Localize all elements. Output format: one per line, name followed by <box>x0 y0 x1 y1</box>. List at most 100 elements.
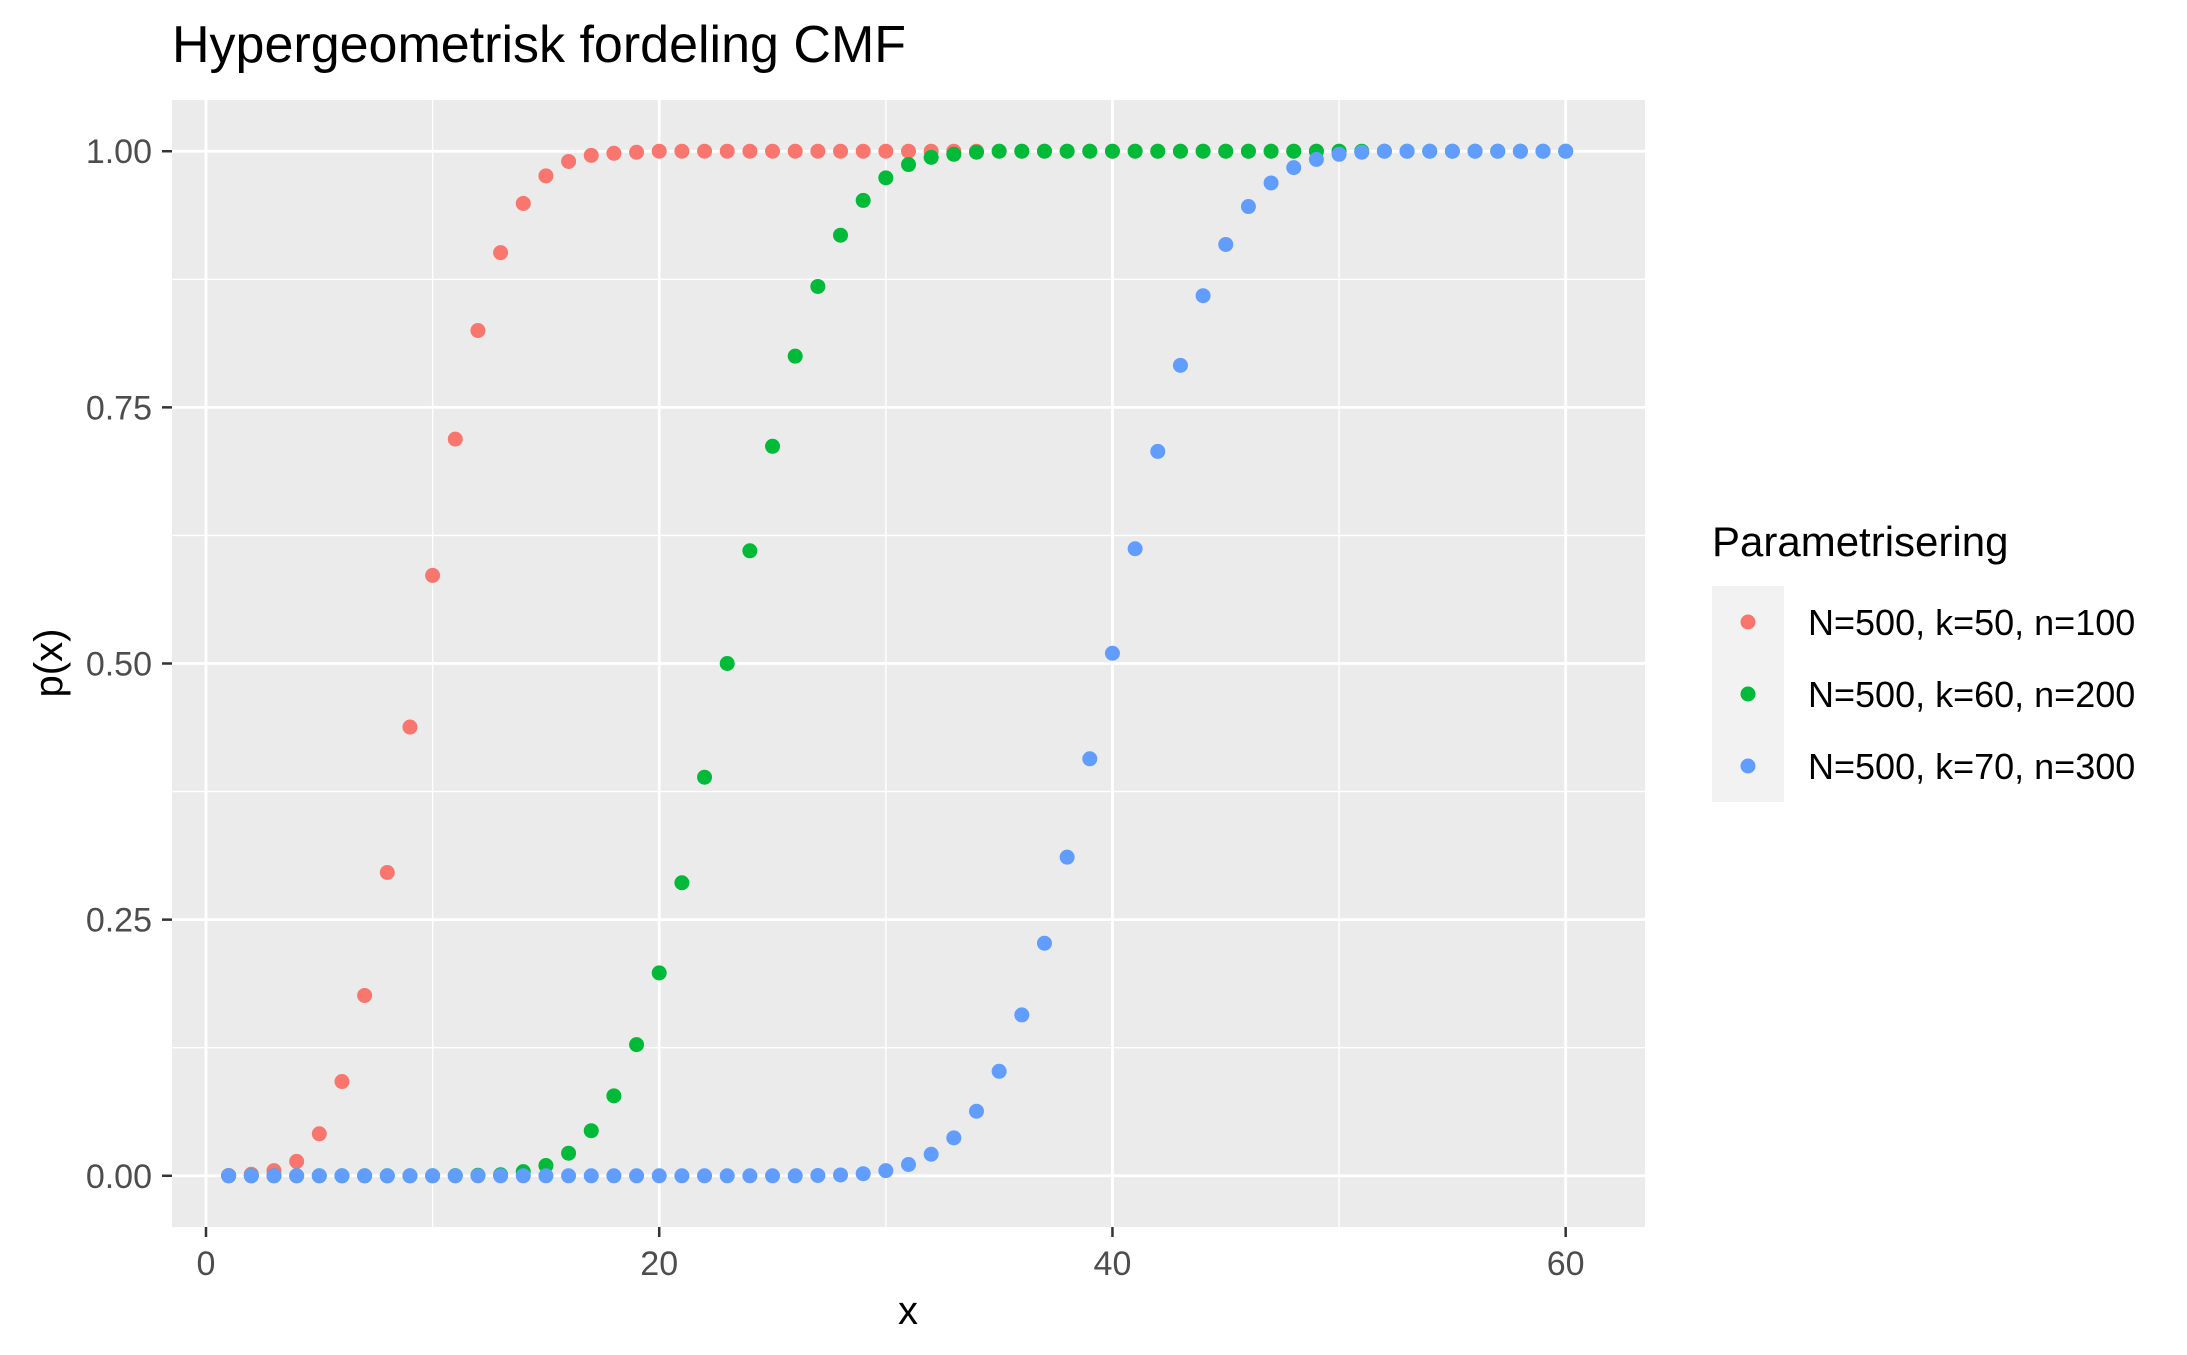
legend-label: N=500, k=50, n=100 <box>1808 602 2135 643</box>
y-tick-label: 0.25 <box>86 902 152 940</box>
data-point <box>221 1168 237 1184</box>
legend-title: Parametrisering <box>1712 518 2008 565</box>
data-point <box>425 567 441 583</box>
data-point <box>855 143 871 159</box>
data-point <box>674 143 690 159</box>
data-point <box>379 865 395 881</box>
data-point <box>470 323 486 339</box>
data-point <box>561 153 577 169</box>
x-axis-label: x <box>898 1289 918 1333</box>
data-point <box>515 1168 531 1184</box>
data-point <box>1195 143 1211 159</box>
legend-items: N=500, k=50, n=100 N=500, k=60, n=200 N=50… <box>1740 602 2135 787</box>
data-point <box>810 143 826 159</box>
data-point <box>1127 541 1143 557</box>
data-point <box>515 195 531 211</box>
data-point <box>402 719 418 735</box>
data-point <box>561 1145 577 1161</box>
data-point <box>810 1167 826 1183</box>
data-point <box>1399 143 1415 159</box>
data-point <box>357 987 373 1003</box>
data-point <box>1104 143 1120 159</box>
y-tick-label: 1.00 <box>86 133 152 171</box>
data-point <box>1263 143 1279 159</box>
data-point <box>243 1168 259 1184</box>
data-point <box>1127 143 1143 159</box>
data-point <box>493 245 509 261</box>
data-point <box>697 1168 713 1184</box>
data-point <box>651 143 667 159</box>
data-point <box>697 769 713 785</box>
data-point <box>787 1168 803 1184</box>
data-point <box>1150 143 1166 159</box>
data-point <box>833 143 849 159</box>
data-point <box>674 1168 690 1184</box>
data-point <box>629 1037 645 1053</box>
data-point <box>787 348 803 364</box>
legend-key <box>1740 758 1756 774</box>
data-point <box>1308 151 1324 167</box>
data-point <box>697 143 713 159</box>
data-point <box>1240 143 1256 159</box>
data-point <box>1082 751 1098 767</box>
data-point <box>470 1168 486 1184</box>
y-tick-label: 0.50 <box>86 646 152 684</box>
data-point <box>1218 143 1234 159</box>
data-point <box>1036 143 1052 159</box>
data-point <box>1218 236 1234 252</box>
data-point <box>719 1168 735 1184</box>
data-point <box>765 1168 781 1184</box>
data-point <box>357 1168 373 1184</box>
data-point <box>1512 143 1528 159</box>
data-point <box>334 1074 350 1090</box>
data-point <box>1059 849 1075 865</box>
series-3-points <box>221 143 1574 1184</box>
data-point <box>651 965 667 981</box>
data-point <box>606 145 622 161</box>
data-point <box>719 143 735 159</box>
data-point <box>1195 288 1211 304</box>
data-point <box>1240 199 1256 215</box>
data-point <box>1331 146 1347 162</box>
data-point <box>1286 143 1302 159</box>
data-point <box>266 1168 282 1184</box>
data-point <box>855 192 871 208</box>
data-point <box>1558 143 1574 159</box>
data-point <box>901 143 916 159</box>
data-point <box>991 1063 1007 1079</box>
data-point <box>425 1168 441 1184</box>
x-tick-label: 40 <box>1094 1245 1132 1283</box>
y-tick-label: 0.00 <box>86 1158 152 1196</box>
data-point <box>1172 357 1188 373</box>
data-point <box>968 144 984 160</box>
data-point <box>629 144 645 160</box>
data-point <box>538 1158 554 1174</box>
x-axis: 0 20 40 60 <box>197 1227 1585 1283</box>
data-point <box>289 1168 305 1184</box>
data-point <box>1467 143 1483 159</box>
data-point <box>538 168 554 184</box>
data-point <box>311 1126 327 1142</box>
data-point <box>1014 1007 1030 1023</box>
major-gridlines <box>172 100 1645 1227</box>
data-point <box>946 1130 962 1146</box>
data-point <box>606 1168 622 1184</box>
data-point <box>1286 160 1302 176</box>
data-point <box>878 1163 894 1179</box>
data-point <box>1263 175 1279 191</box>
data-point <box>923 1146 939 1162</box>
data-point <box>1036 935 1052 951</box>
data-point <box>855 1166 871 1182</box>
data-point <box>878 143 894 159</box>
data-point <box>765 143 781 159</box>
data-point <box>1535 143 1551 159</box>
data-point <box>583 147 599 163</box>
legend-label: N=500, k=60, n=200 <box>1808 674 2135 715</box>
data-point <box>1059 143 1075 159</box>
data-point <box>493 1168 509 1184</box>
legend-key <box>1740 686 1756 702</box>
data-point <box>629 1168 645 1184</box>
data-point <box>810 278 826 294</box>
y-tick-label: 0.75 <box>86 389 152 427</box>
